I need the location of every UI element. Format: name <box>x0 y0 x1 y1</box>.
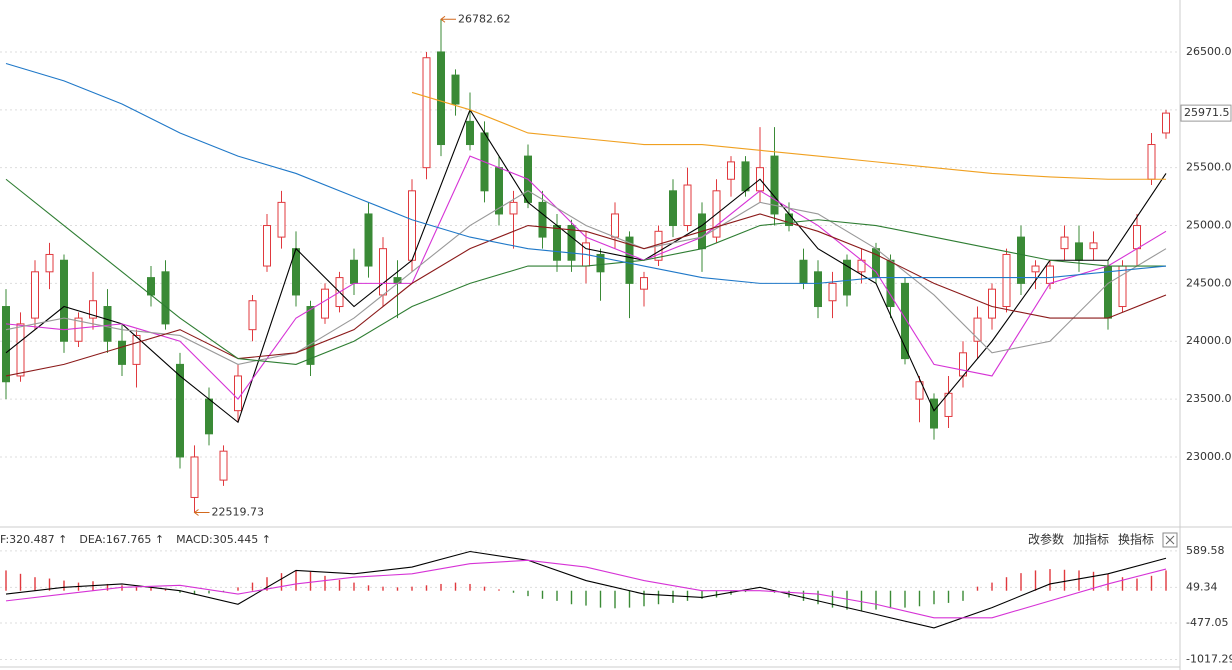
candle-body <box>234 375 242 412</box>
candle-body <box>45 253 54 273</box>
line <box>5 213 1167 377</box>
candle-body <box>1162 112 1170 134</box>
y-tick-label: 25000.0 <box>1186 219 1232 232</box>
line <box>5 63 1167 284</box>
y-tick-label: 23500.0 <box>1186 392 1232 405</box>
candle-body <box>567 225 576 261</box>
candle-body <box>408 190 416 261</box>
last-price-box <box>1180 104 1232 122</box>
line <box>5 108 1167 424</box>
y-tick-label: 25500.0 <box>1186 161 1232 174</box>
indicator-button[interactable]: 改参数 <box>1028 532 1064 547</box>
candle-body <box>393 277 402 284</box>
candle-body <box>103 306 112 342</box>
candle-body <box>843 259 851 296</box>
annotation-label: 22519.73 <box>212 506 265 519</box>
indicator-button[interactable]: 换指标 <box>1118 532 1154 547</box>
annotation-arrow <box>440 15 456 23</box>
candle-body <box>205 398 213 435</box>
candle-body <box>625 236 634 284</box>
y-tick-label: 24500.0 <box>1186 276 1232 289</box>
candle-body <box>683 184 692 227</box>
close-icon[interactable] <box>1165 535 1175 545</box>
y-tick-label: -1017.29 <box>1186 653 1232 666</box>
candle-body <box>321 288 329 319</box>
candle-body <box>509 201 518 215</box>
candle-body <box>60 259 68 342</box>
candle-body <box>1075 242 1083 261</box>
candle-body <box>364 213 373 267</box>
line <box>5 190 1167 365</box>
candle-body <box>988 288 996 319</box>
line <box>5 155 1167 400</box>
candle-body <box>930 398 938 429</box>
candle-body <box>1031 265 1040 273</box>
candle-body <box>466 120 474 146</box>
candle-body <box>538 201 547 238</box>
candle-body <box>132 334 141 365</box>
annotation-arrow <box>193 509 210 516</box>
candle-body <box>176 363 184 458</box>
legend-label: F:320.487 ↑ <box>0 533 67 546</box>
candle-body <box>1017 236 1025 284</box>
candle-body <box>1046 265 1054 284</box>
candle-body <box>814 271 822 308</box>
candle-body <box>770 155 779 215</box>
candle-body <box>379 248 387 296</box>
y-tick-label: -477.05 <box>1186 616 1228 629</box>
candle-body <box>190 456 199 498</box>
candle-body <box>1133 225 1141 250</box>
candle-body <box>74 317 83 342</box>
candle-body <box>915 381 924 400</box>
legend-label: MACD:305.445 ↑ <box>176 533 271 546</box>
y-tick-label: 23000.0 <box>1186 450 1232 463</box>
candle-body <box>1147 144 1156 180</box>
annotation-label: 26782.62 <box>458 12 511 25</box>
indicator-button[interactable]: 加指标 <box>1073 532 1109 547</box>
candle-body <box>118 340 126 365</box>
line <box>5 559 1167 619</box>
candle-body <box>1118 265 1127 308</box>
y-tick-label: 26500.0 <box>1186 45 1232 58</box>
candle-body <box>828 282 837 302</box>
y-tick-label: 589.58 <box>1186 544 1225 557</box>
candle-body <box>263 225 271 267</box>
legend-label: DEA:167.765 ↑ <box>79 533 164 546</box>
candle-body <box>669 190 677 227</box>
candle-body <box>437 51 445 146</box>
candle-body <box>596 253 605 273</box>
candle-body <box>350 259 358 284</box>
candle-body <box>306 306 315 365</box>
candle-body <box>451 74 460 105</box>
candle-body <box>1104 265 1112 319</box>
candle-body <box>799 259 808 284</box>
candle-body <box>973 317 982 342</box>
candle-body <box>16 323 25 377</box>
y-tick-label: 24000.0 <box>1186 334 1232 347</box>
candle-body <box>219 450 228 481</box>
candle-body <box>31 271 39 319</box>
line <box>411 91 1166 180</box>
candle-body <box>901 282 909 360</box>
candle-body <box>277 201 286 238</box>
candle-body <box>1089 242 1098 250</box>
candle-body <box>1002 253 1011 308</box>
candle-body <box>89 300 97 319</box>
y-tick-label: 49.34 <box>1186 580 1218 593</box>
candle-body <box>727 161 735 180</box>
candle-body <box>2 306 10 383</box>
candle-body <box>741 161 750 192</box>
last-price-label: 25971.5 <box>1184 106 1230 119</box>
candle-body <box>161 271 170 325</box>
candle-body <box>248 300 257 331</box>
candle-body <box>611 213 619 238</box>
candle-body <box>553 225 561 261</box>
line <box>5 178 1166 365</box>
candle-body <box>422 57 431 169</box>
candle-body <box>1060 236 1069 250</box>
line <box>5 550 1167 629</box>
candle-body <box>640 277 648 290</box>
